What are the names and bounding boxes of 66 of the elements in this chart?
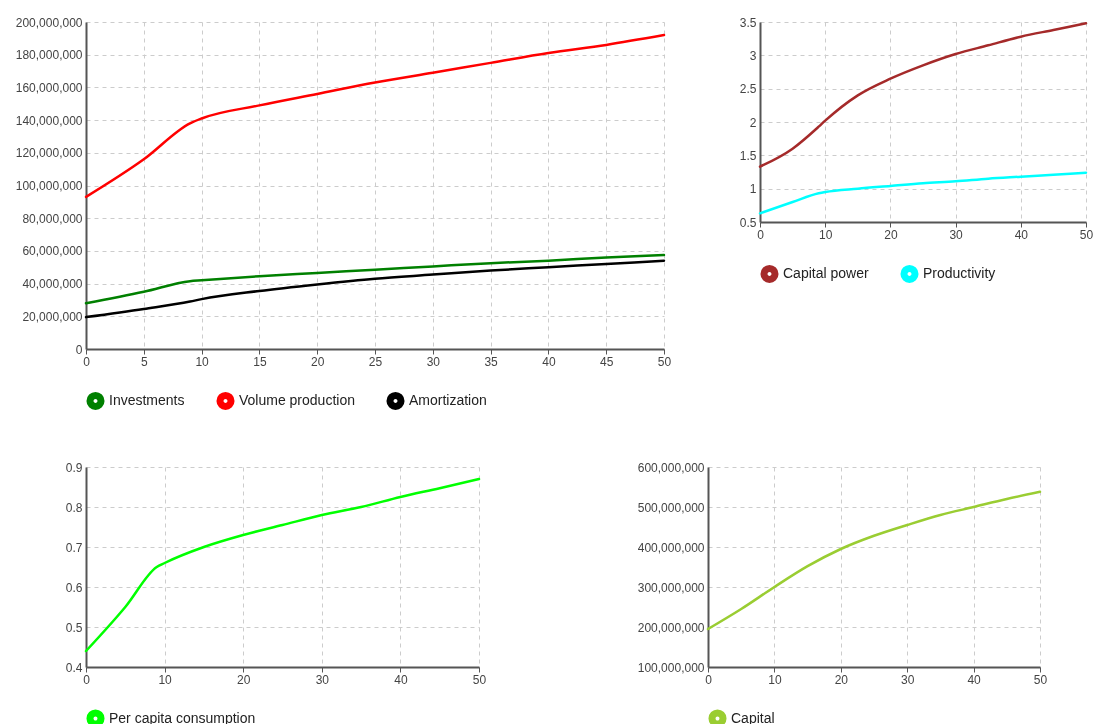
line-series (84, 477, 481, 653)
y-tick-label: 3 (749, 48, 757, 63)
y-tick-label: 2 (749, 115, 757, 130)
x-tick-label: 40 (394, 672, 408, 687)
line-series (84, 259, 666, 319)
x-tick-label: 20 (237, 672, 251, 687)
x-tick-label: 40 (967, 672, 982, 687)
x-tick-label: 10 (195, 354, 210, 369)
x-tick-label: 50 (657, 354, 672, 369)
y-tick-label: 40,000,000 (22, 277, 83, 292)
x-tick-label: 15 (253, 354, 267, 369)
x-tick-label: 40 (1014, 227, 1029, 242)
y-tick-label: 500,000,000 (637, 500, 705, 515)
y-tick-label: 1.5 (739, 148, 757, 163)
line-series (84, 33, 666, 199)
x-tick-label: 20 (884, 227, 898, 242)
x-tick-label: 30 (901, 672, 915, 687)
y-tick-label: 0 (75, 342, 83, 357)
x-tick-label: 50 (1079, 227, 1094, 242)
x-tick-label: 30 (426, 354, 441, 369)
legend-label: Amortization (409, 391, 487, 408)
x-tick-label: 45 (600, 354, 614, 369)
legend-label: Capital power (783, 264, 869, 281)
y-tick-label: 0.9 (65, 460, 83, 475)
x-tick-label: 10 (158, 672, 173, 687)
legend-label: Investments (109, 391, 185, 408)
x-tick-label: 10 (768, 672, 782, 687)
y-tick-label: 160,000,000 (15, 80, 83, 95)
legend-label: Productivity (923, 264, 996, 281)
y-tick-label: 120,000,000 (15, 146, 83, 161)
line-series (84, 253, 666, 305)
y-tick-label: 600,000,000 (637, 460, 705, 475)
y-tick-label: 200,000,000 (637, 620, 705, 635)
y-tick-label: 3.5 (739, 15, 757, 30)
x-tick-label: 10 (819, 227, 833, 242)
x-tick-label: 5 (140, 354, 148, 369)
y-tick-label: 100,000,000 (15, 179, 83, 193)
legend-label: Volume production (239, 391, 355, 408)
y-tick-label: 0.5 (739, 215, 757, 230)
x-tick-label: 25 (368, 354, 383, 369)
y-tick-label: 60,000,000 (22, 244, 83, 259)
y-tick-label: 80,000,000 (22, 211, 83, 226)
y-tick-label: 200,000,000 (15, 15, 83, 30)
y-tick-label: 2.5 (739, 82, 757, 97)
x-tick-label: 20 (311, 354, 325, 369)
line-series (706, 490, 1042, 631)
x-tick-label: 50 (1033, 672, 1048, 687)
y-tick-label: 1 (749, 182, 757, 197)
y-tick-label: 0.4 (65, 660, 83, 675)
y-tick-label: 180,000,000 (15, 48, 83, 63)
x-tick-label: 35 (484, 354, 499, 369)
y-tick-label: 0.6 (65, 580, 83, 595)
y-tick-label: 20,000,000 (22, 309, 83, 324)
y-tick-label: 400,000,000 (637, 540, 705, 555)
y-tick-label: 0.7 (65, 540, 83, 555)
y-tick-label: 0.5 (65, 620, 83, 635)
x-tick-label: 50 (472, 672, 487, 687)
y-tick-label: 140,000,000 (15, 113, 83, 128)
y-tick-label: 300,000,000 (637, 580, 705, 595)
line-series (758, 171, 1088, 215)
y-tick-label: 100,000,000 (637, 660, 705, 675)
y-tick-label: 0.8 (65, 500, 83, 515)
x-tick-label: 30 (949, 227, 964, 242)
x-tick-label: 30 (315, 672, 330, 687)
x-tick-label: 40 (542, 354, 556, 369)
x-tick-label: 20 (834, 672, 849, 687)
